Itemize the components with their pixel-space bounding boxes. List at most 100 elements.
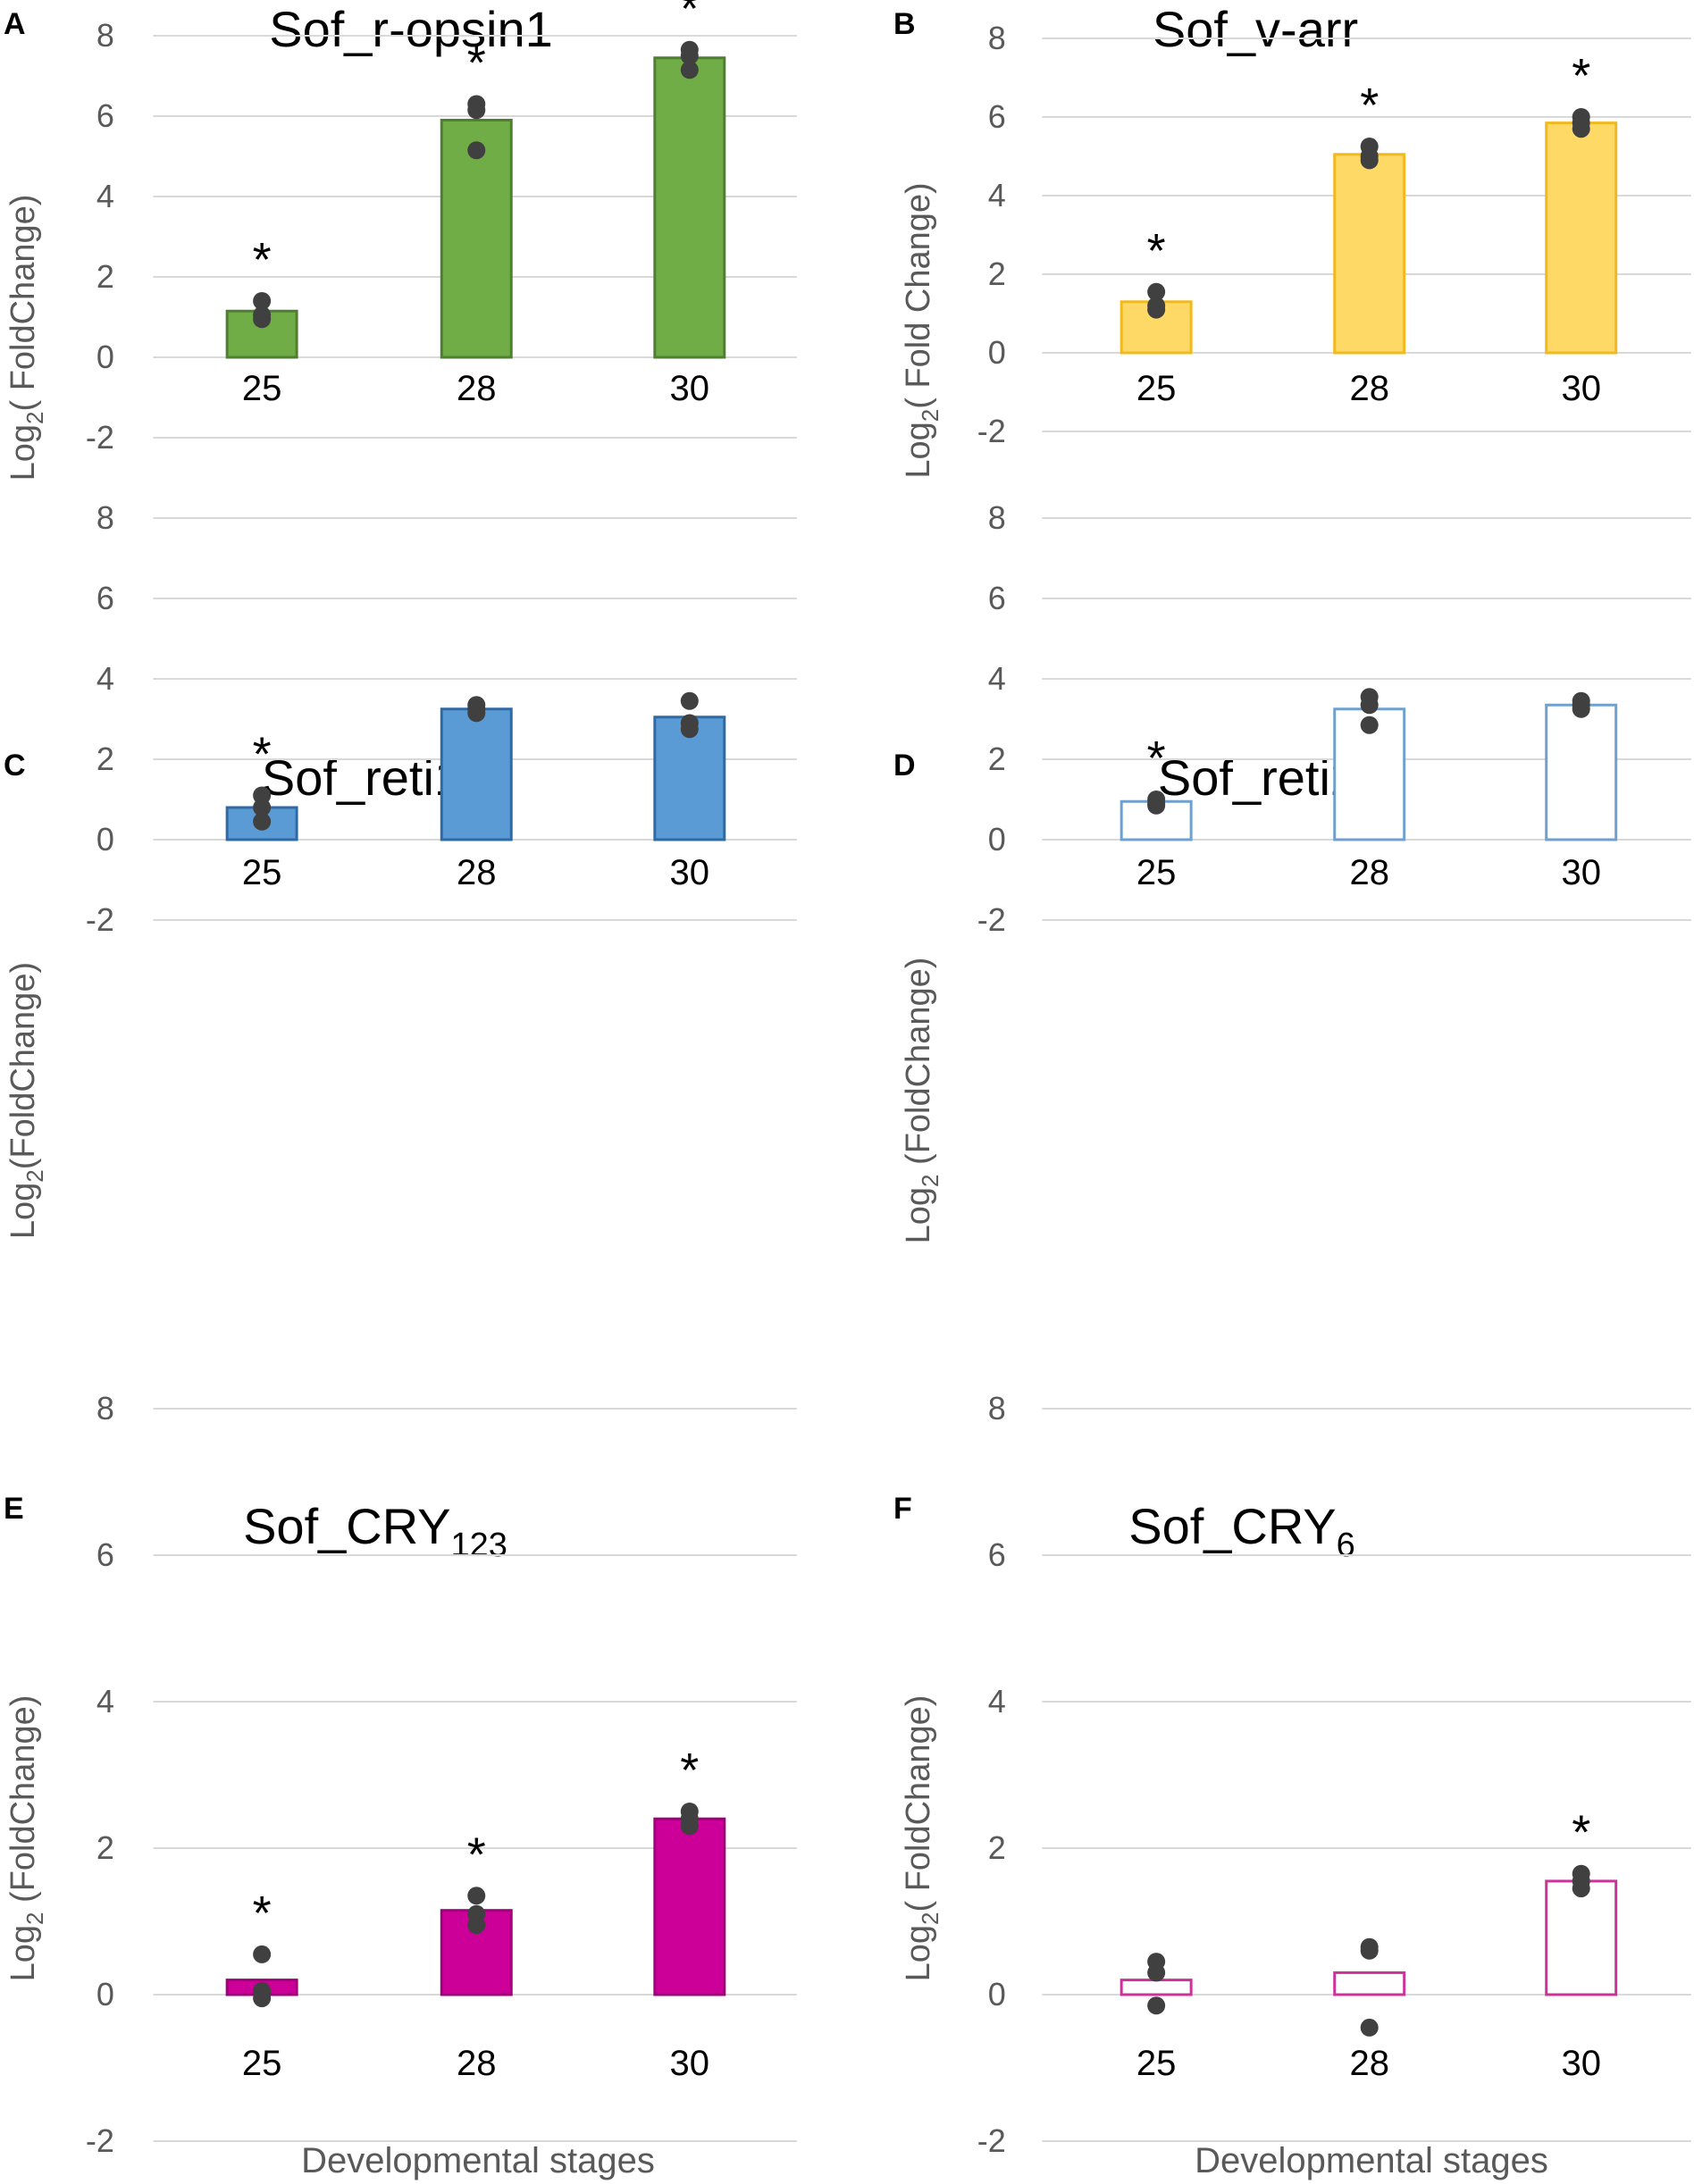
y-tick-label: -2 — [977, 413, 1006, 449]
y-tick-label: 4 — [96, 178, 114, 214]
chart-title: Sof_reti1 — [262, 749, 462, 806]
category-label: 28 — [1349, 2044, 1389, 2083]
y-tick-label: -2 — [86, 419, 114, 456]
y-tick-label: 8 — [96, 17, 114, 54]
category-label: 25 — [242, 853, 282, 892]
panel-d: D Sof_reti2 Log2 (FoldChange) 8 6 4 2 0 -2 * 25… — [893, 499, 1691, 1243]
category-label: 30 — [670, 369, 710, 408]
significance-star: * — [1147, 224, 1166, 278]
y-axis-label: Log2 (FoldChange) — [900, 958, 943, 1244]
panel-label: D — [893, 749, 916, 782]
category-label: 30 — [1561, 853, 1601, 892]
significance-star: * — [253, 233, 272, 287]
y-tick-label: 6 — [988, 580, 1006, 616]
category-label: 28 — [1349, 369, 1389, 408]
y-tick-label: 8 — [988, 1390, 1006, 1427]
y-tick-label: 2 — [96, 741, 114, 777]
y-tick-label: 4 — [988, 660, 1006, 697]
bar — [1120, 1979, 1193, 1996]
y-tick-label: 6 — [988, 98, 1006, 135]
panel-label: E — [4, 1492, 24, 1526]
category-label: 25 — [1136, 369, 1177, 408]
data-point — [1147, 300, 1166, 319]
data-point — [680, 1817, 699, 1836]
chart-title: Sof_v-arr — [1153, 1, 1358, 57]
data-point — [1360, 715, 1379, 734]
chart-title: Sof_r-opsin1 — [269, 1, 553, 57]
bar — [1545, 1879, 1618, 1996]
data-point — [1360, 151, 1379, 170]
panel-label: A — [4, 7, 26, 41]
significance-star: * — [253, 1887, 272, 1940]
category-label: 25 — [1136, 853, 1177, 892]
y-axis-label: Log2( FoldChange) — [4, 195, 48, 481]
data-point — [1360, 2018, 1379, 2037]
y-tick-label: 0 — [988, 821, 1006, 858]
category-label: 28 — [1349, 853, 1389, 892]
significance-star: * — [1572, 1806, 1590, 1860]
significance-star: * — [1147, 732, 1166, 785]
data-point — [1572, 699, 1590, 718]
data-point — [680, 691, 699, 710]
chart-title: Sof_reti2 — [1158, 749, 1358, 806]
data-point — [253, 799, 272, 816]
data-point — [680, 720, 699, 739]
data-point — [1147, 1996, 1166, 2015]
y-tick-label: 8 — [96, 499, 114, 536]
data-point — [1147, 282, 1166, 301]
category-label: 28 — [457, 369, 497, 408]
significance-star: * — [680, 0, 699, 36]
y-axis-label: Log2(FoldChange) — [4, 962, 48, 1239]
category-label: 30 — [1561, 369, 1601, 408]
bar — [653, 56, 726, 359]
y-tick-label: -2 — [86, 2122, 114, 2159]
y-tick-label: -2 — [977, 2122, 1006, 2159]
data-point — [467, 704, 486, 723]
data-point — [1147, 796, 1166, 815]
y-tick-label: 2 — [96, 258, 114, 295]
category-label: 30 — [670, 853, 710, 892]
chart-title: Sof_CRY6 — [1128, 1498, 1355, 1564]
category-label: 25 — [1136, 2044, 1177, 2083]
panel-label: B — [893, 7, 916, 41]
y-tick-label: -2 — [977, 901, 1006, 938]
data-point — [253, 292, 272, 310]
data-point — [253, 1989, 272, 2008]
y-tick-label: 0 — [96, 339, 114, 375]
category-label: 28 — [457, 853, 497, 892]
category-label: 30 — [670, 2044, 710, 2083]
y-tick-label: 0 — [96, 1976, 114, 2012]
y-tick-label: 2 — [988, 741, 1006, 777]
x-axis-label: Developmental stages — [1195, 2141, 1548, 2180]
data-point — [1572, 1879, 1590, 1898]
data-point — [680, 61, 699, 79]
panel-a: A Sof_r-opsin1 Log2( FoldChange) 8 6 4 2 0 -2… — [4, 0, 797, 481]
y-tick-label: 8 — [96, 1390, 114, 1427]
y-tick-label: 0 — [96, 821, 114, 858]
bar — [1333, 153, 1406, 355]
bar — [653, 1817, 726, 1996]
y-tick-label: 6 — [988, 1536, 1006, 1573]
data-point — [1360, 1941, 1379, 1960]
y-tick-label: 6 — [96, 1536, 114, 1573]
data-point — [1147, 1963, 1166, 1982]
y-tick-label: 0 — [988, 334, 1006, 371]
significance-star: * — [253, 728, 272, 782]
y-tick-label: 2 — [96, 1829, 114, 1866]
bar — [1545, 121, 1618, 355]
y-tick-label: 2 — [988, 255, 1006, 292]
y-tick-label: 4 — [96, 1683, 114, 1720]
panel-c: C Sof_reti1 Log2(FoldChange) 8 6 4 2 0 -2 * 25 2… — [4, 499, 797, 1239]
y-tick-label: 2 — [988, 1829, 1006, 1866]
data-point — [253, 1945, 272, 1963]
y-tick-label: 8 — [988, 499, 1006, 536]
significance-star: * — [1572, 49, 1590, 103]
significance-star: * — [680, 1744, 699, 1797]
y-tick-label: 8 — [988, 20, 1006, 56]
y-tick-label: -2 — [86, 901, 114, 938]
x-axis-label: Developmental stages — [301, 2141, 655, 2180]
bar — [1545, 703, 1618, 841]
category-label: 25 — [242, 2044, 282, 2083]
chart-title: Sof_CRY123 — [243, 1498, 507, 1564]
